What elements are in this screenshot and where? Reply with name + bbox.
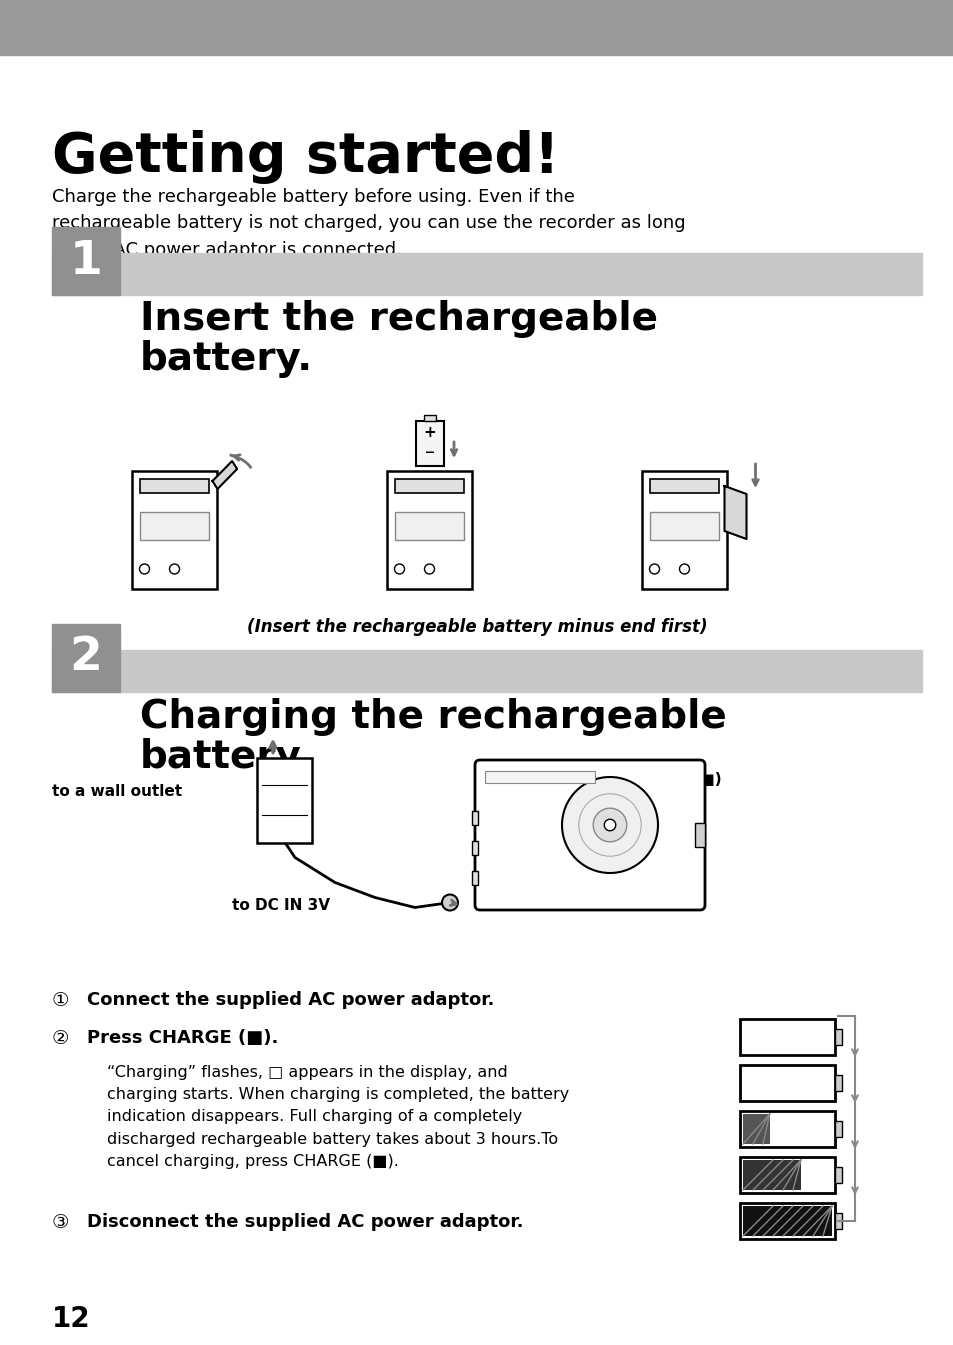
- Text: CHARGE (■): CHARGE (■): [618, 772, 720, 788]
- Text: Insert the rechargeable: Insert the rechargeable: [140, 300, 658, 338]
- Text: 2: 2: [70, 635, 102, 681]
- Text: battery.: battery.: [140, 738, 313, 776]
- Bar: [742, 1114, 769, 1145]
- Text: ②: ②: [52, 1029, 70, 1048]
- Text: ③: ③: [52, 1212, 70, 1232]
- Circle shape: [649, 564, 659, 574]
- Bar: [132, 471, 217, 589]
- Bar: [740, 1065, 834, 1102]
- Bar: [52, 227, 120, 295]
- Circle shape: [593, 808, 626, 842]
- Text: to a wall outlet: to a wall outlet: [52, 784, 182, 799]
- Bar: [834, 1213, 841, 1229]
- Bar: [52, 624, 120, 691]
- Text: Disconnect the supplied AC power adaptor.: Disconnect the supplied AC power adaptor…: [87, 1213, 523, 1231]
- Bar: [387, 471, 472, 589]
- Bar: [695, 823, 704, 847]
- Circle shape: [139, 564, 150, 574]
- Circle shape: [395, 564, 404, 574]
- Text: Charging the rechargeable: Charging the rechargeable: [140, 698, 726, 736]
- Circle shape: [679, 564, 689, 574]
- Bar: [742, 1159, 800, 1190]
- Bar: [484, 771, 595, 783]
- Text: Getting started!: Getting started!: [52, 130, 558, 184]
- Bar: [52, 650, 921, 691]
- Bar: [140, 479, 210, 494]
- Bar: [395, 512, 464, 539]
- Bar: [834, 1075, 841, 1091]
- Bar: [472, 811, 477, 824]
- Circle shape: [170, 564, 179, 574]
- Bar: [472, 841, 477, 855]
- Text: battery.: battery.: [140, 340, 313, 378]
- Text: –: –: [425, 443, 435, 461]
- Bar: [0, 0, 953, 55]
- Text: “Charging” flashes, □ appears in the display, and
charging starts. When charging: “Charging” flashes, □ appears in the dis…: [107, 1065, 569, 1169]
- Circle shape: [424, 564, 434, 574]
- Bar: [641, 471, 727, 589]
- Bar: [650, 479, 719, 494]
- Text: 1: 1: [70, 238, 102, 284]
- Text: 12: 12: [52, 1305, 91, 1333]
- Bar: [834, 1167, 841, 1182]
- FancyBboxPatch shape: [475, 760, 704, 911]
- Bar: [740, 1111, 834, 1147]
- Text: +: +: [423, 425, 436, 440]
- Bar: [742, 1206, 831, 1236]
- Bar: [395, 479, 464, 494]
- Bar: [52, 253, 921, 295]
- Bar: [650, 512, 719, 539]
- Bar: [424, 416, 436, 421]
- Bar: [416, 421, 443, 465]
- Text: (Insert the rechargeable battery minus end first): (Insert the rechargeable battery minus e…: [247, 617, 706, 636]
- Polygon shape: [723, 486, 745, 539]
- Text: ①: ①: [52, 990, 70, 1010]
- Text: to DC IN 3V: to DC IN 3V: [232, 897, 330, 912]
- Bar: [140, 512, 210, 539]
- Bar: [740, 1020, 834, 1054]
- Text: Charge the rechargeable battery before using. Even if the
rechargeable battery i: Charge the rechargeable battery before u…: [52, 188, 685, 258]
- Bar: [740, 1202, 834, 1239]
- Bar: [472, 872, 477, 885]
- Circle shape: [441, 894, 457, 911]
- Text: Connect the supplied AC power adaptor.: Connect the supplied AC power adaptor.: [87, 991, 494, 1009]
- Text: Press CHARGE (■).: Press CHARGE (■).: [87, 1029, 278, 1046]
- Bar: [834, 1122, 841, 1137]
- Bar: [834, 1029, 841, 1045]
- Bar: [257, 757, 313, 842]
- Circle shape: [561, 777, 658, 873]
- Circle shape: [603, 819, 615, 831]
- Bar: [740, 1157, 834, 1193]
- Polygon shape: [213, 461, 237, 490]
